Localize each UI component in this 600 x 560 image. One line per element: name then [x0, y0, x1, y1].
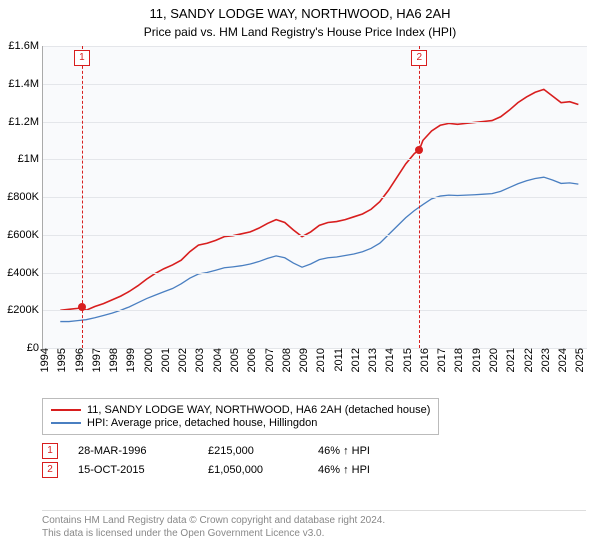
x-axis-label: 1995: [56, 348, 68, 372]
x-axis-label: 2000: [143, 348, 155, 372]
sale-badge: 2: [411, 50, 427, 66]
x-axis-label: 2015: [402, 348, 414, 372]
legend: 11, SANDY LODGE WAY, NORTHWOOD, HA6 2AH …: [42, 398, 439, 435]
gridline: [43, 235, 587, 236]
y-axis-label: £1.2M: [8, 116, 43, 128]
chart-title: 11, SANDY LODGE WAY, NORTHWOOD, HA6 2AH: [0, 0, 600, 23]
gridline: [43, 84, 587, 85]
x-axis-label: 2013: [367, 348, 379, 372]
sale-marker-line: [419, 46, 420, 348]
gridline: [43, 310, 587, 311]
footer-line2: This data is licensed under the Open Gov…: [42, 528, 586, 541]
price-point-marker: [415, 146, 423, 154]
x-axis-label: 2020: [488, 348, 500, 372]
y-axis-label: £200K: [7, 304, 43, 316]
x-axis-label: 2007: [264, 348, 276, 372]
sale-price: £215,000: [208, 445, 318, 457]
x-axis-label: 1999: [125, 348, 137, 372]
y-axis-label: £600K: [7, 229, 43, 241]
price-point-marker: [78, 303, 86, 311]
sales-table: 1 28-MAR-1996£215,00046% ↑ HPI 2 15-OCT-201…: [42, 440, 586, 481]
sale-row: 2 15-OCT-2015£1,050,00046% ↑ HPI: [42, 462, 586, 478]
sale-delta: 46% ↑ HPI: [318, 445, 370, 457]
plot-area: £0£200K£400K£600K£800K£1M£1.2M£1.4M£1.6M…: [42, 46, 587, 349]
x-axis-label: 2003: [194, 348, 206, 372]
gridline: [43, 159, 587, 160]
y-axis-label: £800K: [7, 191, 43, 203]
x-axis-label: 2023: [540, 348, 552, 372]
x-axis-label: 2018: [453, 348, 465, 372]
x-axis-label: 2021: [505, 348, 517, 372]
x-axis-label: 2012: [350, 348, 362, 372]
y-axis-label: £1M: [18, 153, 43, 165]
footer-attribution: Contains HM Land Registry data © Crown c…: [42, 510, 586, 540]
series-price_paid: [60, 89, 578, 310]
gridline: [43, 122, 587, 123]
x-axis-label: 2009: [298, 348, 310, 372]
series-hpi: [60, 177, 578, 321]
x-axis-label: 2016: [419, 348, 431, 372]
x-axis-label: 2010: [315, 348, 327, 372]
footer-line1: Contains HM Land Registry data © Crown c…: [42, 515, 586, 528]
sale-row: 1 28-MAR-1996£215,00046% ↑ HPI: [42, 443, 586, 459]
x-axis-label: 1996: [74, 348, 86, 372]
x-axis-label: 2004: [212, 348, 224, 372]
x-axis-label: 2022: [523, 348, 535, 372]
x-axis-label: 2005: [229, 348, 241, 372]
sale-date: 15-OCT-2015: [78, 464, 208, 476]
gridline: [43, 46, 587, 47]
x-axis-label: 2006: [246, 348, 258, 372]
legend-item: HPI: Average price, detached house, Hill…: [51, 417, 430, 429]
legend-label: HPI: Average price, detached house, Hill…: [87, 417, 317, 429]
sale-price: £1,050,000: [208, 464, 318, 476]
sale-date: 28-MAR-1996: [78, 445, 208, 457]
x-axis-label: 2014: [384, 348, 396, 372]
y-axis-label: £1.4M: [8, 78, 43, 90]
x-axis-label: 2011: [333, 348, 345, 372]
legend-swatch: [51, 422, 81, 424]
x-axis-label: 2008: [281, 348, 293, 372]
x-axis-label: 2002: [177, 348, 189, 372]
x-axis-label: 2025: [574, 348, 586, 372]
chart-subtitle: Price paid vs. HM Land Registry's House …: [0, 25, 600, 39]
x-axis-label: 2017: [436, 348, 448, 372]
gridline: [43, 197, 587, 198]
sale-badge: 1: [74, 50, 90, 66]
x-axis-label: 2019: [471, 348, 483, 372]
legend-item: 11, SANDY LODGE WAY, NORTHWOOD, HA6 2AH …: [51, 404, 430, 416]
legend-label: 11, SANDY LODGE WAY, NORTHWOOD, HA6 2AH …: [87, 404, 430, 416]
y-axis-label: £400K: [7, 267, 43, 279]
gridline: [43, 273, 587, 274]
y-axis-label: £1.6M: [8, 40, 43, 52]
x-axis-label: 2001: [160, 348, 172, 372]
x-axis-label: 1997: [91, 348, 103, 372]
x-axis-label: 1998: [108, 348, 120, 372]
sale-delta: 46% ↑ HPI: [318, 464, 370, 476]
x-axis-label: 2024: [557, 348, 569, 372]
sale-row-badge: 2: [42, 462, 58, 478]
sale-row-badge: 1: [42, 443, 58, 459]
x-axis-label: 1994: [39, 348, 51, 372]
legend-swatch: [51, 409, 81, 411]
